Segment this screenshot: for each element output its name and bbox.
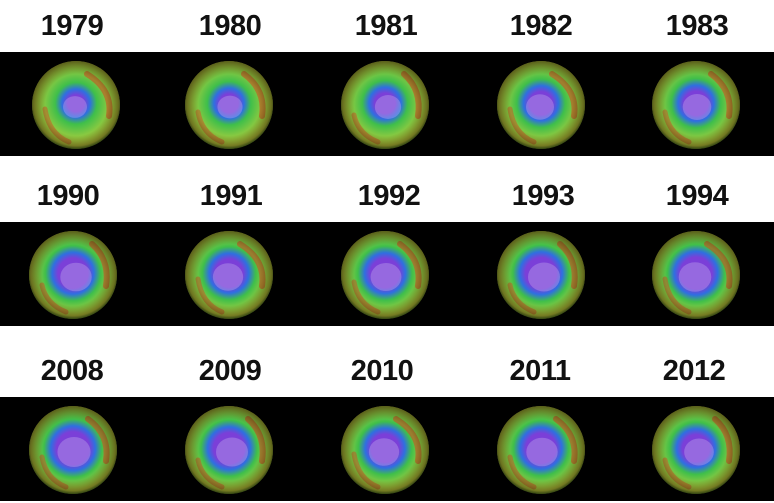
year-label: 2009 — [198, 355, 262, 387]
ozone-globe-image — [184, 60, 274, 150]
year-label: 1982 — [509, 10, 573, 42]
year-label-row: 1990 1991 1992 1993 1994 — [0, 170, 774, 222]
ozone-globe-image — [496, 60, 586, 150]
ozone-globe-image — [651, 60, 741, 150]
year-label: 2010 — [350, 355, 414, 387]
year-label: 1979 — [40, 10, 104, 42]
row-1: 1979 1980 1981 1982 1983 — [0, 0, 774, 156]
ozone-globe-image — [28, 405, 118, 495]
globe-band — [0, 222, 774, 326]
year-label: 2011 — [509, 355, 571, 387]
ozone-globe-image — [184, 405, 274, 495]
year-label-row: 2008 2009 2010 2011 2012 — [0, 345, 774, 397]
ozone-globe-image — [651, 405, 741, 495]
year-label: 1993 — [511, 180, 575, 212]
ozone-globe-image — [496, 405, 586, 495]
year-label: 2012 — [662, 355, 726, 387]
year-label: 1992 — [357, 180, 421, 212]
year-label: 1991 — [199, 180, 263, 212]
ozone-globe-image — [28, 230, 118, 320]
year-label: 2008 — [40, 355, 104, 387]
ozone-globe-image — [340, 405, 430, 495]
ozone-globe-image — [184, 230, 274, 320]
ozone-globe-image — [31, 60, 121, 150]
year-label: 1981 — [354, 10, 418, 42]
globe-band — [0, 397, 774, 501]
year-label: 1983 — [665, 10, 729, 42]
globe-band — [0, 52, 774, 156]
year-label: 1990 — [36, 180, 100, 212]
year-label: 1980 — [198, 10, 262, 42]
year-label: 1994 — [665, 180, 729, 212]
ozone-globe-image — [340, 60, 430, 150]
row-2: 1990 1991 1992 1993 1994 — [0, 170, 774, 326]
ozone-globe-image — [340, 230, 430, 320]
ozone-globe-image — [651, 230, 741, 320]
row-3: 2008 2009 2010 2011 2012 — [0, 345, 774, 501]
ozone-globe-image — [496, 230, 586, 320]
year-label-row: 1979 1980 1981 1982 1983 — [0, 0, 774, 52]
